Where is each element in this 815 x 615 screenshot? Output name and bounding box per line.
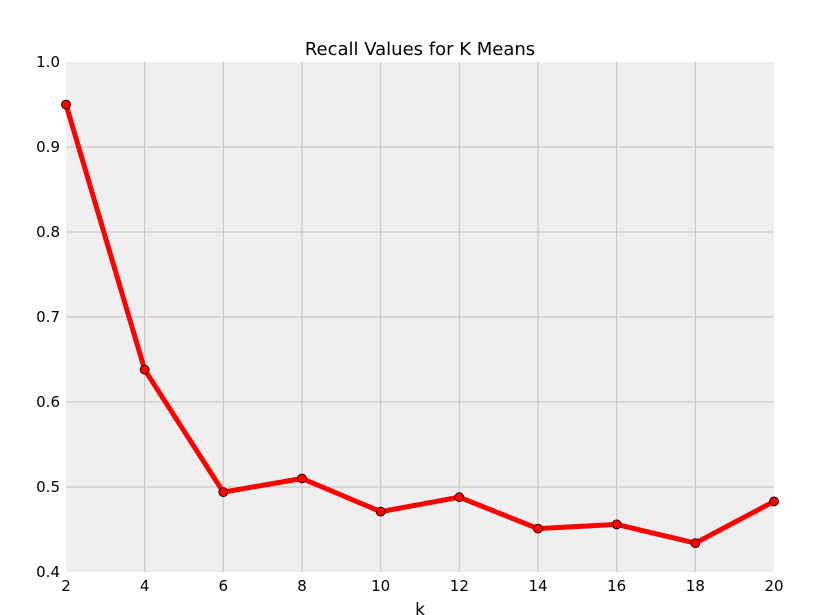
series-line [63, 103, 776, 546]
data-point [139, 364, 150, 375]
x-tick-label: 16 [607, 577, 626, 595]
data-point [769, 496, 779, 507]
y-tick-label: 0.4 [36, 563, 60, 581]
grid-lines [66, 62, 774, 572]
data-point [218, 487, 229, 498]
chart-title: Recall Values for K Means [305, 39, 535, 60]
series-group [61, 99, 779, 548]
data-point [533, 523, 543, 534]
y-tick-label: 0.7 [36, 308, 60, 326]
x-tick-label: 20 [764, 577, 783, 595]
data-point [454, 492, 465, 503]
data-point [297, 473, 307, 484]
x-tick-label: 8 [297, 577, 307, 595]
x-axis-ticks: 2 4 6 8 10 12 14 16 18 20 [61, 577, 783, 595]
x-tick-label: 2 [61, 577, 71, 595]
x-axis-label: k [415, 600, 425, 615]
y-tick-label: 0.9 [36, 138, 60, 156]
y-tick-label: 1.0 [36, 53, 60, 71]
x-tick-label: 18 [686, 577, 705, 595]
data-point [61, 99, 71, 110]
data-point [690, 538, 701, 548]
y-tick-label: 0.5 [36, 478, 60, 496]
x-tick-label: 4 [140, 577, 150, 595]
data-point [611, 519, 622, 530]
y-tick-label: 0.8 [36, 223, 60, 241]
x-tick-label: 6 [219, 577, 229, 595]
y-axis-ticks: 0.4 0.5 0.6 0.7 0.8 0.9 1.0 [36, 53, 60, 581]
x-tick-label: 10 [371, 577, 390, 595]
data-point [375, 506, 386, 517]
x-tick-label: 14 [528, 577, 547, 595]
x-tick-label: 12 [450, 577, 469, 595]
y-tick-label: 0.6 [36, 393, 60, 411]
